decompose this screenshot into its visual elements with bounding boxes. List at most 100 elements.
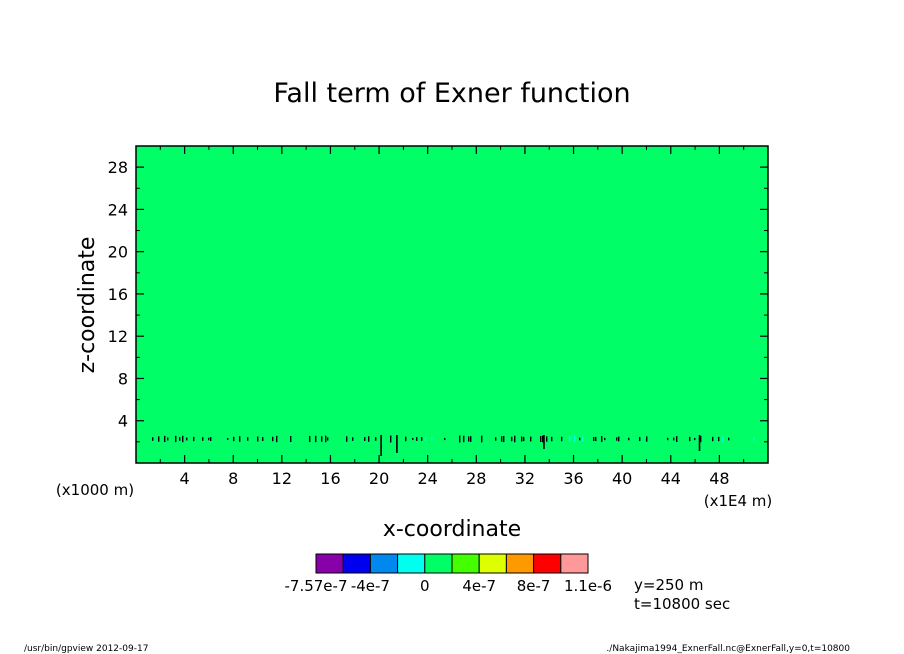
feature-mark [364, 437, 366, 441]
feature-mark [257, 436, 259, 442]
x-tick-label: 28 [466, 469, 486, 488]
feature-mark [368, 436, 370, 442]
feature-mark [646, 436, 648, 442]
colorbar-label: 4e-7 [462, 577, 496, 595]
feature-mark [152, 437, 154, 441]
x-tick-label: 40 [612, 469, 632, 488]
y-axis-label: z-coordinate [75, 237, 100, 374]
x-tick-label: 32 [515, 469, 535, 488]
feature-mark [321, 436, 323, 442]
footer-left: /usr/bin/gpview 2012-09-17 [24, 644, 148, 654]
feature-mark [718, 436, 720, 442]
feature-mark [468, 436, 470, 442]
feature-mark [193, 436, 195, 442]
feature-mark [700, 435, 702, 443]
x-unit-right: (x1E4 m) [704, 492, 773, 510]
feature-mark [459, 435, 461, 443]
feature-mark [463, 435, 465, 443]
colorbar [315, 553, 589, 574]
colorbar-swatch [505, 553, 535, 574]
feature-mark [167, 437, 169, 441]
y-tick-label: 24 [108, 200, 128, 219]
feature-mark [325, 435, 327, 443]
feature-mark [689, 436, 691, 442]
x-tick-label: 48 [709, 469, 729, 488]
feature-streak [380, 435, 382, 456]
feature-mark [753, 437, 755, 441]
near-surface-features [152, 435, 755, 456]
feature-streak [698, 435, 701, 451]
x-tick-label: 4 [180, 469, 190, 488]
feature-mark [712, 436, 714, 442]
y-tick-label: 4 [118, 412, 128, 431]
x-tick-label: 44 [661, 469, 681, 488]
feature-mark [495, 437, 497, 441]
feature-mark [673, 437, 675, 441]
colorbar-swatch [369, 553, 399, 574]
feature-mark [551, 436, 553, 442]
feature-mark [272, 436, 274, 442]
feature-mark [503, 435, 505, 443]
colorbar-swatch [342, 553, 371, 574]
y-tick-label: 12 [108, 327, 128, 346]
colorbar-swatch [397, 553, 426, 574]
x-tick-label: 24 [418, 469, 438, 488]
feature-mark [208, 437, 210, 441]
feature-mark [175, 435, 177, 443]
x-tick-label: 36 [563, 469, 583, 488]
feature-mark [158, 436, 160, 442]
feature-mark [542, 435, 544, 443]
y-annotation: y=250 m [634, 576, 703, 594]
colorbar-label: 0 [420, 577, 430, 595]
feature-mark [247, 437, 249, 441]
colorbar-swatch [424, 553, 453, 574]
feature-mark [694, 437, 696, 441]
feature-mark [722, 436, 724, 442]
x-tick-label: 20 [369, 469, 389, 488]
feature-mark [616, 437, 618, 441]
feature-streak [543, 435, 545, 449]
feature-mark [290, 435, 292, 443]
feature-mark [202, 437, 204, 441]
plot-area [136, 146, 768, 463]
feature-mark [523, 436, 525, 442]
feature-mark [276, 435, 278, 443]
colorbar-swatch [451, 553, 480, 574]
feature-mark [546, 436, 548, 442]
feature-mark [352, 437, 354, 441]
feature-mark [561, 436, 563, 442]
x-tick-label: 16 [320, 469, 340, 488]
colorbar-swatch [478, 553, 507, 574]
feature-mark [574, 435, 576, 443]
y-axis-ticks: 4 8 12 16 20 24 28 [108, 158, 768, 443]
feature-mark [514, 435, 516, 443]
x-axis-ticks: 4 8 12 16 20 24 28 32 36 40 44 48 [159, 146, 745, 488]
y-tick-label: 16 [108, 285, 128, 304]
y-tick-label: 20 [108, 243, 128, 262]
feature-mark [667, 437, 669, 441]
feature-mark [530, 436, 532, 442]
feature-mark [227, 437, 229, 441]
x-tick-label: 12 [272, 469, 292, 488]
feature-mark [164, 435, 166, 443]
feature-mark [579, 437, 581, 441]
feature-mark [375, 437, 377, 441]
y-tick-label: 28 [108, 158, 128, 177]
feature-mark [618, 436, 620, 442]
colorbar-label: -7.57e-7 [285, 577, 348, 595]
feature-mark [179, 437, 181, 441]
feature-mark [540, 436, 542, 442]
colorbar-swatch [560, 553, 589, 574]
time-annotation: t=10800 sec [634, 595, 730, 613]
feature-streak [396, 435, 398, 453]
feature-mark [390, 435, 392, 443]
feature-mark [210, 437, 212, 441]
colorbar-swatch [315, 553, 344, 574]
colorbar-labels: -7.57e-7 -4e-7 0 4e-7 8e-7 1.1e-6 [285, 577, 613, 595]
feature-mark [405, 436, 407, 442]
feature-mark [628, 437, 630, 441]
feature-mark [412, 437, 414, 441]
feature-mark [186, 437, 188, 441]
feature-mark [416, 437, 418, 441]
feature-mark [676, 436, 678, 442]
